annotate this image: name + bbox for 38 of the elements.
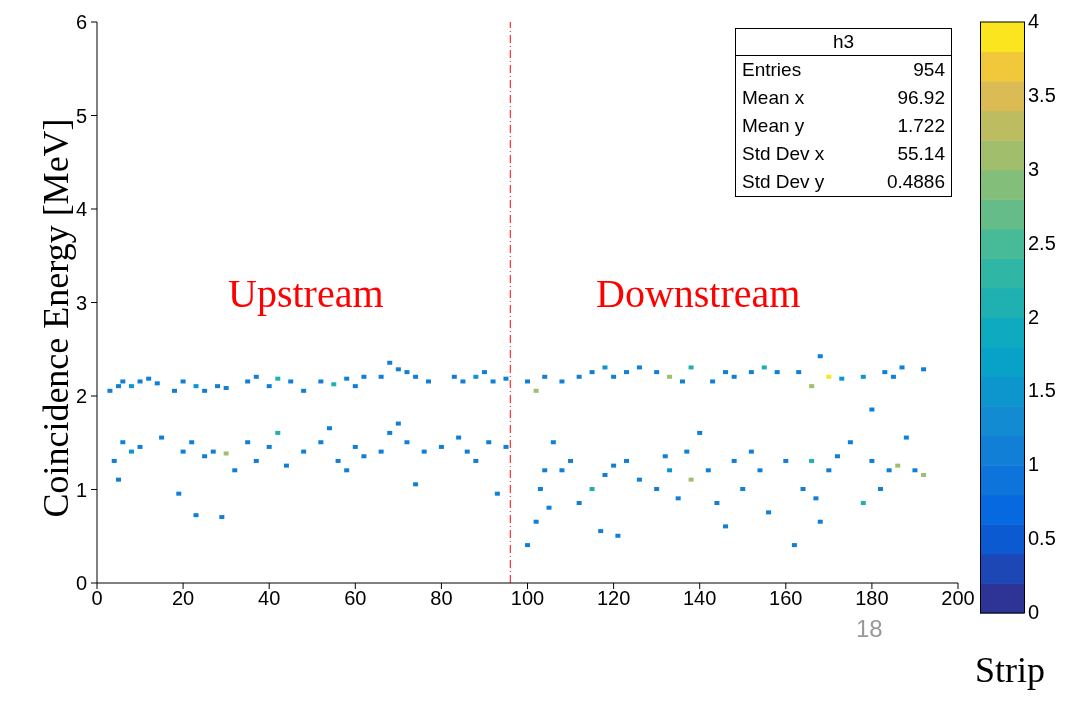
text: Mean y 1.722 bbox=[742, 115, 945, 136]
y-tick-label: 4 bbox=[75, 198, 87, 221]
annotation: Downstream bbox=[596, 270, 801, 317]
color-bar-label: 1.5 bbox=[1028, 379, 1056, 403]
y-tick-label: 3 bbox=[75, 291, 87, 314]
text: 18 bbox=[856, 615, 883, 643]
y-tick-label: 2 bbox=[75, 385, 87, 408]
color-bar-label: 3.5 bbox=[1028, 83, 1056, 107]
y-axis-title: Coincidence Energy [MeV] bbox=[35, 117, 76, 518]
x-tick-label: 20 bbox=[171, 587, 195, 610]
x-tick-label: 100 bbox=[510, 587, 545, 610]
color-bar-label: 2.5 bbox=[1028, 231, 1056, 255]
color-bar-label: 1 bbox=[1028, 453, 1040, 477]
x-tick-label: 60 bbox=[344, 587, 367, 610]
color-bar-label: 0 bbox=[1028, 601, 1040, 624]
x-tick-label: 180 bbox=[855, 587, 889, 610]
x-tick-label: 40 bbox=[258, 587, 281, 610]
color-bar-label: 0.5 bbox=[1028, 527, 1056, 551]
x-axis-title: Strip bbox=[974, 649, 1045, 691]
text: Entries 954 bbox=[742, 59, 945, 80]
text: Mean x 96.92 bbox=[742, 87, 945, 108]
y-tick-label: 6 bbox=[75, 11, 87, 34]
annotation: Upstream bbox=[228, 270, 384, 317]
color-bar-label: 4 bbox=[1028, 10, 1040, 33]
y-tick-label: 0 bbox=[75, 572, 87, 595]
x-tick-label: 80 bbox=[430, 587, 453, 610]
color-bar-label: 2 bbox=[1028, 305, 1040, 329]
x-tick-label: 0 bbox=[91, 587, 103, 610]
color-bar-label: 3 bbox=[1028, 157, 1040, 181]
annotation: h3 bbox=[736, 29, 951, 56]
x-tick-label: 120 bbox=[596, 587, 631, 610]
x-tick-label: 200 bbox=[941, 587, 975, 610]
x-tick-label: 160 bbox=[769, 587, 803, 610]
y-tick-label: 1 bbox=[75, 478, 87, 501]
y-tick-label: 5 bbox=[75, 104, 87, 127]
text: Std Dev y 0.4886 bbox=[742, 171, 945, 192]
x-tick-label: 140 bbox=[683, 587, 717, 610]
text: Std Dev x 55.14 bbox=[742, 143, 945, 164]
